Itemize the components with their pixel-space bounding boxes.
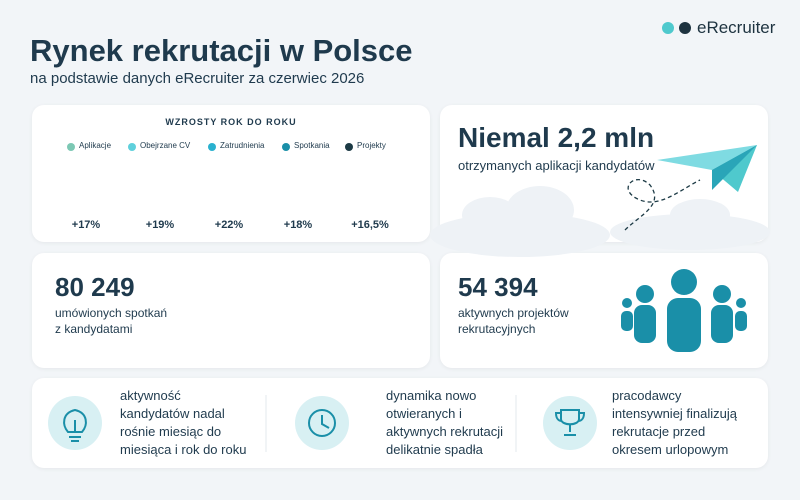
legend-dot [282,143,290,151]
legend-label: Obejrzane CV [140,141,191,150]
legend-dot [345,143,353,151]
note-line: intensywniej finalizują [612,406,738,421]
legend-label: Spotkania [294,141,330,150]
plane [712,145,757,192]
card [32,105,430,242]
stat-value: 80 249 [55,272,135,302]
legend-label: Projekty [357,141,386,150]
note-line: otwieranych i [386,406,462,421]
plane-trail [624,179,701,231]
stat-caption: aktywnych projektów [458,306,569,320]
stat-value: Niemal 2,2 mln [458,122,655,153]
note-line: miesiąca i rok do roku [120,442,247,457]
subtitle: na podstawie danych eRecruiter za czerwi… [30,70,365,87]
logo: eRecruiter [697,18,776,37]
note-line: kandydatów nadal [120,406,225,421]
stat-caption: otrzymanych aplikacji kandydatów [458,158,655,173]
value-label: +18% [283,219,313,231]
value-label: +17% [71,219,101,231]
logo-dot [662,22,674,34]
yoy-title: WZROSTY ROK DO ROKU [165,117,297,127]
note-line: rośnie miesiąc do [120,424,222,439]
card [32,253,430,368]
legend-dot [208,143,216,151]
legend-dot [128,143,136,151]
legend-label: Zatrudnienia [220,141,265,150]
value-label: +22% [214,219,244,231]
logo-dot [679,22,691,34]
dividers [265,395,517,452]
stat-caption: z kandydatami [55,322,133,336]
clouds [430,186,770,257]
legend-label: Aplikacje [79,141,112,150]
note-line: aktywnych rekrutacji [386,424,504,439]
note-line: aktywność [120,388,181,403]
note-icons [48,396,597,450]
note-line: okresem urlopowym [612,442,729,457]
value-label: +19% [145,219,175,231]
card [32,378,768,468]
stat-caption: rekrutacyjnych [458,322,536,336]
note-line: rekrutacje przed [612,424,706,439]
value-label: +16,5% [351,219,389,231]
note-line: delikatnie spadła [386,442,483,457]
title: Rynek rekrutacji w Polsce [30,33,413,68]
stat-value: 54 394 [458,272,538,302]
plane [657,145,757,170]
note-line: dynamika nowo [386,388,477,403]
legend-dot [67,143,75,151]
people-icon [621,269,747,352]
plane [712,145,757,190]
note-line: pracodawcy [612,388,682,403]
stat-caption: umówionych spotkań [55,306,168,320]
